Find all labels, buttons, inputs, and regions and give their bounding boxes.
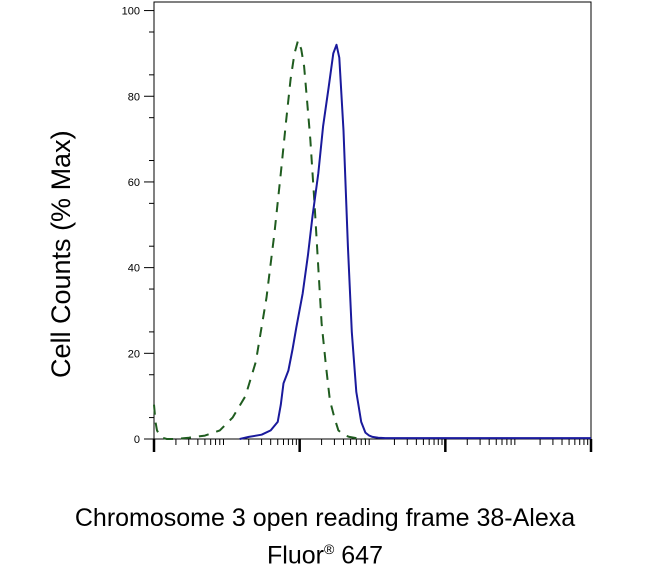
y-tick-label: 20 [128, 348, 140, 360]
y-tick-label: 40 [128, 263, 140, 275]
registered-mark: ® [323, 541, 335, 557]
x-axis [152, 439, 593, 452]
control-histogram-line [153, 39, 366, 440]
x-axis-label: Chromosome 3 open reading frame 38-Alexa… [0, 503, 650, 571]
y-tick-label: 60 [128, 177, 140, 189]
y-tick-label: 80 [128, 91, 140, 103]
y-axis-label: Cell Counts (% Max) [46, 130, 76, 378]
series-layer [153, 39, 591, 440]
sample-histogram-line [239, 43, 591, 440]
x-axis-label-line2: Fluor® 647 [0, 534, 650, 571]
y-tick-label: 0 [134, 434, 140, 446]
x-axis-label-line1: Chromosome 3 open reading frame 38-Alexa [74, 504, 576, 532]
plot-frame [153, 1, 592, 440]
x-axis-label-line2-prefix: Fluor [267, 541, 324, 570]
y-axis: 0 20 40 60 80 100 [122, 6, 154, 446]
x-axis-label-line2-suffix: 647 [334, 541, 383, 570]
y-tick-label: 100 [122, 6, 140, 18]
